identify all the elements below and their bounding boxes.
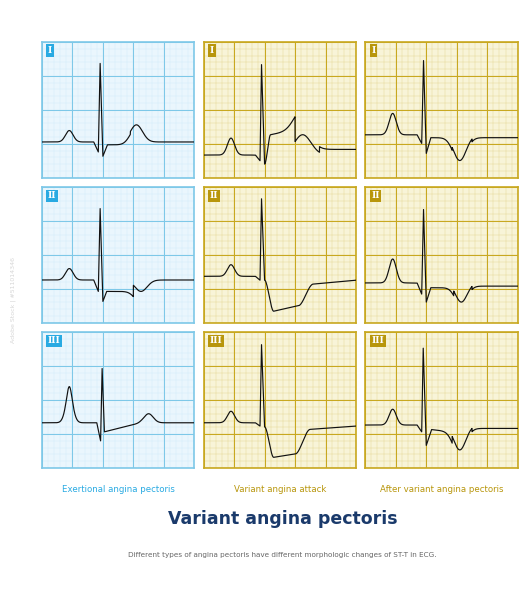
Text: I: I bbox=[371, 46, 376, 55]
Text: I: I bbox=[210, 46, 214, 55]
Text: Adobe Stock | #511014346: Adobe Stock | #511014346 bbox=[10, 257, 16, 343]
Text: After variant angina pectoris: After variant angina pectoris bbox=[380, 485, 503, 494]
Text: III: III bbox=[210, 337, 222, 346]
Text: II: II bbox=[371, 191, 380, 200]
Text: Different types of angina pectoris have different morphologic changes of ST-T in: Different types of angina pectoris have … bbox=[128, 552, 437, 558]
Text: II: II bbox=[48, 191, 56, 200]
Text: Variant angina attack: Variant angina attack bbox=[234, 485, 326, 494]
Text: III: III bbox=[371, 337, 384, 346]
Text: II: II bbox=[210, 191, 218, 200]
Text: Variant angina pectoris: Variant angina pectoris bbox=[167, 510, 397, 528]
Text: Exertional angina pectoris: Exertional angina pectoris bbox=[62, 485, 175, 494]
Text: I: I bbox=[48, 46, 52, 55]
Text: III: III bbox=[48, 337, 61, 346]
